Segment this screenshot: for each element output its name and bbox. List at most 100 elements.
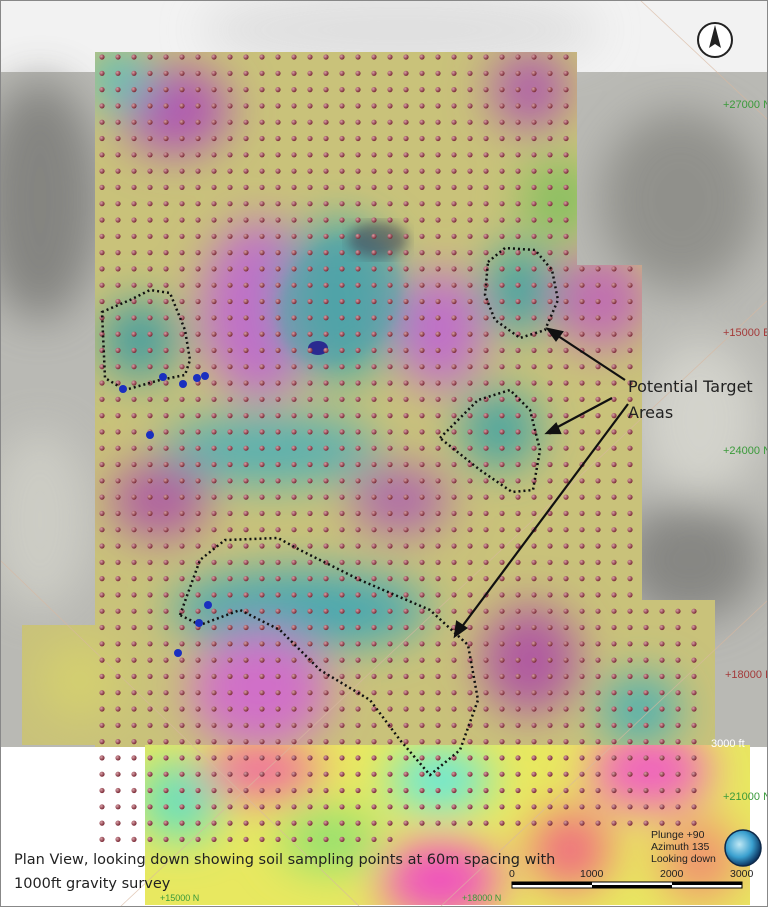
sample-point bbox=[691, 771, 697, 777]
sample-point bbox=[307, 706, 313, 712]
sample-point bbox=[387, 673, 393, 680]
sample-point bbox=[147, 396, 153, 402]
sample-point bbox=[403, 494, 409, 500]
sample-point bbox=[339, 445, 345, 451]
sample-point bbox=[371, 347, 377, 353]
sample-point bbox=[307, 217, 313, 223]
sample-point bbox=[131, 331, 137, 337]
sample-point bbox=[563, 282, 569, 288]
sample-point bbox=[419, 168, 425, 174]
sample-point bbox=[99, 201, 105, 207]
sample-point bbox=[371, 184, 377, 190]
sample-point bbox=[195, 331, 201, 337]
sample-point bbox=[355, 771, 361, 777]
sample-point bbox=[531, 673, 537, 680]
sample-point bbox=[291, 527, 297, 533]
sample-point bbox=[499, 119, 505, 125]
sample-point bbox=[163, 804, 169, 810]
sample-point bbox=[499, 527, 505, 533]
sample-point bbox=[467, 739, 473, 745]
sample-point bbox=[451, 820, 457, 826]
sample-point bbox=[339, 706, 345, 712]
sample-point bbox=[291, 413, 297, 419]
sample-point bbox=[275, 380, 281, 386]
sample-point bbox=[339, 592, 345, 598]
sample-point bbox=[211, 608, 217, 614]
sample-point bbox=[499, 771, 505, 777]
sample-point bbox=[451, 608, 457, 614]
sample-point bbox=[211, 396, 217, 402]
sample-point bbox=[291, 445, 297, 451]
sample-point bbox=[163, 576, 169, 582]
sample-point bbox=[179, 641, 185, 647]
sample-point bbox=[163, 233, 169, 239]
sample-point bbox=[659, 706, 665, 712]
sample-point bbox=[467, 706, 473, 712]
sample-point bbox=[307, 445, 313, 451]
sample-point bbox=[195, 233, 201, 239]
sample-point bbox=[451, 739, 457, 745]
view-info: Plunge +90 Azimuth 135 Looking down bbox=[651, 829, 716, 865]
sample-point bbox=[499, 135, 505, 142]
scale-tick-1000: 1000 bbox=[580, 868, 604, 880]
sample-point bbox=[451, 201, 457, 207]
sample-point bbox=[403, 380, 409, 386]
sample-point bbox=[243, 413, 249, 419]
sample-point bbox=[339, 396, 345, 402]
sample-point bbox=[291, 315, 297, 321]
sample-point bbox=[339, 233, 345, 239]
sample-point bbox=[211, 87, 217, 93]
sample-point bbox=[499, 804, 505, 810]
sample-point bbox=[483, 478, 489, 484]
sample-point bbox=[99, 804, 105, 810]
sample-point bbox=[195, 771, 201, 777]
sample-point bbox=[675, 657, 681, 663]
sample-point bbox=[275, 201, 281, 207]
sample-point bbox=[355, 266, 361, 272]
sample-point bbox=[355, 755, 361, 761]
sample-point bbox=[115, 70, 121, 76]
sample-point bbox=[435, 543, 441, 549]
sample-point bbox=[451, 233, 457, 239]
sample-point bbox=[515, 429, 521, 435]
sample-point bbox=[259, 722, 265, 728]
sample-point bbox=[275, 282, 281, 288]
sample-point bbox=[99, 608, 105, 614]
sample-point bbox=[131, 233, 137, 239]
sample-point bbox=[243, 70, 249, 76]
sample-point bbox=[211, 755, 217, 761]
sample-point bbox=[227, 706, 233, 712]
sample-point bbox=[691, 739, 697, 745]
sample-point bbox=[371, 119, 377, 125]
sample-point bbox=[467, 396, 473, 402]
sample-point bbox=[275, 445, 281, 451]
drill-hole bbox=[159, 373, 167, 381]
sample-point bbox=[403, 217, 409, 223]
sample-point bbox=[179, 364, 185, 370]
sample-point bbox=[435, 429, 441, 435]
sample-point bbox=[419, 445, 425, 451]
sample-point bbox=[259, 461, 265, 468]
sample-point bbox=[547, 787, 553, 794]
sample-point bbox=[611, 641, 617, 647]
sample-point bbox=[515, 217, 521, 223]
sample-point bbox=[403, 298, 409, 305]
sample-point bbox=[387, 119, 393, 125]
sample-point bbox=[275, 576, 281, 582]
sample-point bbox=[355, 592, 361, 598]
sample-point bbox=[611, 445, 617, 451]
sample-point bbox=[387, 494, 393, 500]
sample-point bbox=[691, 706, 697, 712]
sample-point bbox=[243, 836, 249, 843]
sample-point bbox=[435, 396, 441, 402]
sample-point bbox=[403, 347, 409, 353]
sample-point bbox=[307, 787, 313, 794]
sample-point bbox=[435, 722, 441, 728]
sample-point bbox=[179, 87, 185, 93]
sample-point bbox=[243, 429, 249, 435]
sample-point bbox=[147, 494, 153, 500]
sample-point bbox=[531, 347, 537, 353]
sample-point bbox=[275, 315, 281, 321]
sample-point bbox=[403, 527, 409, 533]
sample-point bbox=[547, 608, 553, 614]
